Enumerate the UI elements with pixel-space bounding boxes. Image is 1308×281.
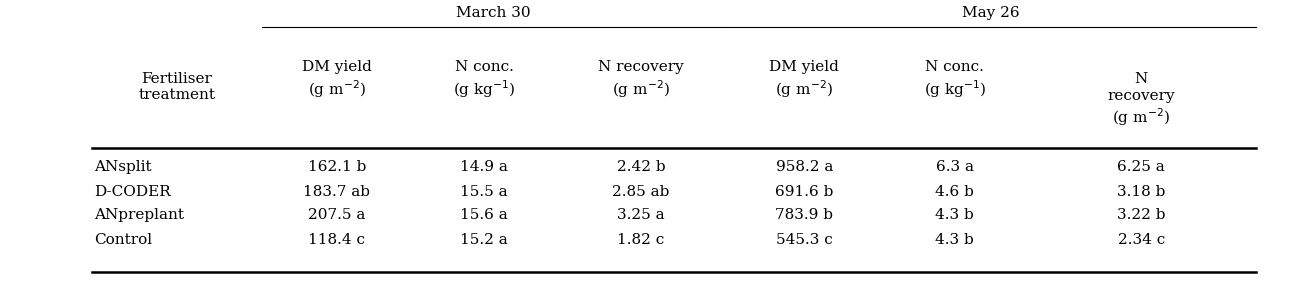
Text: 183.7 ab: 183.7 ab (303, 185, 370, 199)
Text: D-CODER: D-CODER (94, 185, 171, 199)
Text: N conc.
(g kg$^{-1}$): N conc. (g kg$^{-1}$) (453, 60, 515, 99)
Text: 207.5 a: 207.5 a (309, 208, 365, 222)
Text: 3.18 b: 3.18 b (1117, 185, 1165, 199)
Text: 14.9 a: 14.9 a (460, 160, 508, 174)
Text: DM yield
(g m$^{-2}$): DM yield (g m$^{-2}$) (769, 60, 840, 99)
Text: 958.2 a: 958.2 a (776, 160, 833, 174)
Text: March 30: March 30 (456, 6, 531, 20)
Text: N recovery
(g m$^{-2}$): N recovery (g m$^{-2}$) (598, 60, 684, 99)
Text: 545.3 c: 545.3 c (776, 233, 833, 247)
Text: 15.6 a: 15.6 a (460, 208, 508, 222)
Text: DM yield
(g m$^{-2}$): DM yield (g m$^{-2}$) (302, 60, 371, 99)
Text: 118.4 c: 118.4 c (309, 233, 365, 247)
Text: 4.3 b: 4.3 b (935, 233, 974, 247)
Text: 2.85 ab: 2.85 ab (612, 185, 670, 199)
Text: 3.22 b: 3.22 b (1117, 208, 1165, 222)
Text: 15.2 a: 15.2 a (460, 233, 508, 247)
Text: 2.34 c: 2.34 c (1117, 233, 1165, 247)
Text: N conc.
(g kg$^{-1}$): N conc. (g kg$^{-1}$) (923, 60, 986, 99)
Text: 162.1 b: 162.1 b (307, 160, 366, 174)
Text: Control: Control (94, 233, 152, 247)
Text: 2.42 b: 2.42 b (616, 160, 666, 174)
Text: May 26: May 26 (961, 6, 1020, 20)
Text: 783.9 b: 783.9 b (776, 208, 833, 222)
Text: 6.25 a: 6.25 a (1117, 160, 1165, 174)
Text: ANpreplant: ANpreplant (94, 208, 184, 222)
Text: 4.6 b: 4.6 b (935, 185, 974, 199)
Text: ANsplit: ANsplit (94, 160, 152, 174)
Text: 691.6 b: 691.6 b (776, 185, 833, 199)
Text: 3.25 a: 3.25 a (617, 208, 664, 222)
Text: N
recovery
(g m$^{-2}$): N recovery (g m$^{-2}$) (1108, 72, 1175, 128)
Text: 15.5 a: 15.5 a (460, 185, 508, 199)
Text: 4.3 b: 4.3 b (935, 208, 974, 222)
Text: Fertiliser
treatment: Fertiliser treatment (139, 72, 215, 102)
Text: 6.3 a: 6.3 a (935, 160, 974, 174)
Text: 1.82 c: 1.82 c (617, 233, 664, 247)
